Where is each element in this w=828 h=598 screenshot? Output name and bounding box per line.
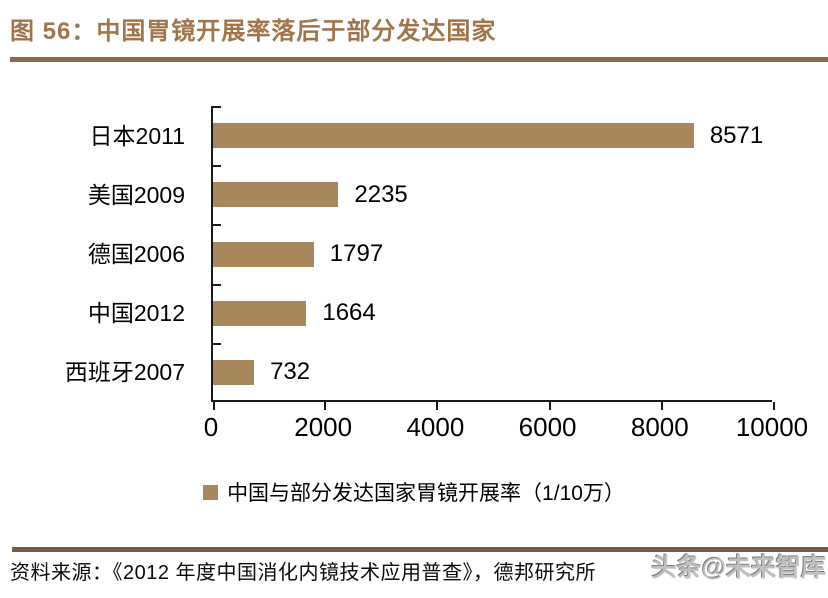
legend-label: 中国与部分发达国家胃镜开展率（1/10万） xyxy=(227,482,625,505)
bar-value-label: 1664 xyxy=(322,299,376,327)
footer-divider xyxy=(12,547,828,552)
x-tick-label: 6000 xyxy=(518,412,577,442)
y-axis-tick xyxy=(213,342,221,345)
bar-value-label: 2235 xyxy=(354,180,408,208)
y-axis-category-labels: 日本2011 美国2009 德国2006 中国2012 西班牙2007 xyxy=(0,106,199,402)
chart-legend: 中国与部分发达国家胃镜开展率（1/10万） xyxy=(0,477,828,507)
title-divider xyxy=(10,57,828,62)
category-label: 中国2012 xyxy=(87,300,185,327)
x-axis-tick xyxy=(773,402,775,410)
x-axis-tick xyxy=(660,402,663,410)
page-title: 图 56：中国胃镜开展率落后于部分发达国家 xyxy=(10,18,497,45)
x-axis-tick xyxy=(213,402,215,410)
x-axis-tick xyxy=(324,402,327,410)
bar xyxy=(213,241,314,267)
y-axis-tick xyxy=(213,400,221,402)
y-axis-tick xyxy=(213,283,221,286)
bar xyxy=(213,123,694,149)
plot-area: 8571 2235 1797 1664 732 xyxy=(211,106,775,410)
x-tick-label: 2000 xyxy=(294,412,353,442)
x-axis-tick xyxy=(436,402,439,410)
category-label: 西班牙2007 xyxy=(64,359,185,386)
bar xyxy=(213,359,255,385)
x-tick-label: 10000 xyxy=(735,412,809,442)
bar-value-label: 732 xyxy=(270,358,311,386)
x-axis-tick-labels: 0 2000 4000 6000 8000 10000 xyxy=(0,412,828,446)
x-tick-label: 0 xyxy=(203,412,219,442)
y-axis-tick xyxy=(213,106,221,108)
x-tick-label: 4000 xyxy=(406,412,465,442)
watermark: 头条@未来智库 xyxy=(651,554,826,582)
y-axis-tick xyxy=(213,224,221,227)
y-axis-tick xyxy=(213,165,221,168)
category-label: 美国2009 xyxy=(87,181,185,208)
bar-value-label: 1797 xyxy=(329,240,384,267)
source-note: 资料来源：《2012 年度中国消化内镜技术应用普查》，德邦研究所 xyxy=(10,562,597,584)
bar-value-label: 8571 xyxy=(709,121,764,149)
bar xyxy=(213,300,307,326)
category-label: 日本2011 xyxy=(89,122,185,149)
legend-swatch-icon xyxy=(203,484,219,500)
x-tick-label: 8000 xyxy=(630,412,689,442)
x-axis-tick xyxy=(548,402,551,410)
category-label: 德国2006 xyxy=(87,241,185,267)
bar xyxy=(213,182,339,208)
